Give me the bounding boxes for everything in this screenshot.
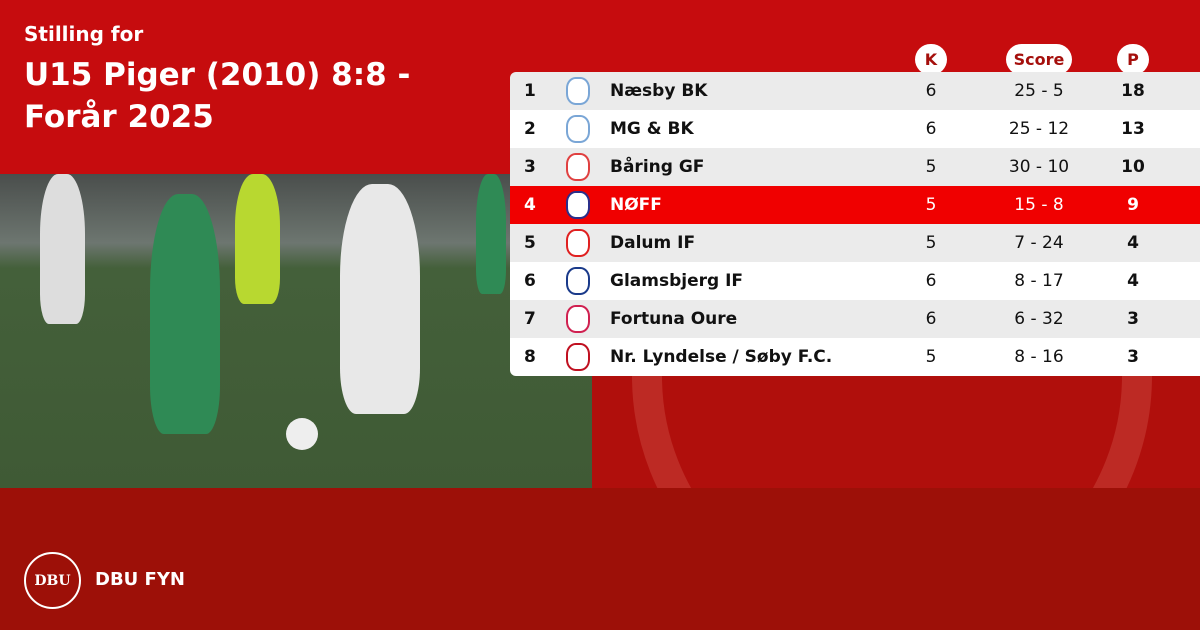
team-logo-icon <box>566 267 590 295</box>
rank: 3 <box>524 157 536 177</box>
team-name: Båring GF <box>610 157 705 177</box>
column-header-p[interactable]: P <box>1117 44 1149 75</box>
table-row[interactable]: 6 Glamsbjerg IF 6 8 - 17 4 <box>510 262 1200 300</box>
subtitle: Stilling for <box>24 22 144 46</box>
matches-played: 6 <box>925 81 937 101</box>
goal-score: 6 - 32 <box>1014 309 1064 329</box>
matches-played: 5 <box>925 157 937 177</box>
goal-score: 15 - 8 <box>1014 195 1064 215</box>
team-name: Glamsbjerg IF <box>610 271 744 291</box>
table-row[interactable]: 2 MG & BK 6 25 - 12 13 <box>510 110 1200 148</box>
table-row[interactable]: 7 Fortuna Oure 6 6 - 32 3 <box>510 300 1200 338</box>
goal-score: 7 - 24 <box>1014 233 1064 253</box>
matches-played: 6 <box>925 309 937 329</box>
goal-score: 25 - 12 <box>1008 119 1070 139</box>
team-name: Næsby BK <box>610 81 708 101</box>
match-photo <box>0 174 592 488</box>
goal-score: 8 - 16 <box>1014 347 1064 367</box>
standings-table: 1 Næsby BK 6 25 - 5 18 2 MG & BK 6 25 - 1… <box>510 72 1200 376</box>
footer-background <box>0 488 1200 630</box>
dbu-seal-logo: DBU <box>24 552 81 609</box>
team-name: Nr. Lyndelse / Søby F.C. <box>610 347 833 367</box>
team-logo-icon <box>566 305 590 333</box>
matches-played: 5 <box>925 195 937 215</box>
matches-played: 5 <box>925 233 937 253</box>
points: 13 <box>1121 119 1145 139</box>
goal-score: 25 - 5 <box>1014 81 1064 101</box>
rank: 4 <box>524 195 536 215</box>
table-row[interactable]: 1 Næsby BK 6 25 - 5 18 <box>510 72 1200 110</box>
team-name: Dalum IF <box>610 233 696 253</box>
column-header-score[interactable]: Score <box>1006 44 1072 75</box>
table-row[interactable]: 5 Dalum IF 5 7 - 24 4 <box>510 224 1200 262</box>
points: 4 <box>1127 271 1139 291</box>
table-row[interactable]: 4 NØFF 5 15 - 8 9 <box>510 186 1200 224</box>
points: 3 <box>1127 347 1139 367</box>
rank: 7 <box>524 309 536 329</box>
table-row[interactable]: 8 Nr. Lyndelse / Søby F.C. 5 8 - 16 3 <box>510 338 1200 376</box>
rank: 1 <box>524 81 536 101</box>
points: 9 <box>1127 195 1139 215</box>
seal-text: DBU <box>34 572 71 589</box>
column-header-k[interactable]: K <box>915 44 947 75</box>
matches-played: 5 <box>925 347 937 367</box>
team-logo-icon <box>566 153 590 181</box>
matches-played: 6 <box>925 271 937 291</box>
points: 3 <box>1127 309 1139 329</box>
team-logo-icon <box>566 115 590 143</box>
team-logo-icon <box>566 343 590 371</box>
goal-score: 30 - 10 <box>1008 157 1070 177</box>
matches-played: 6 <box>925 119 937 139</box>
team-name: NØFF <box>610 195 662 215</box>
points: 18 <box>1121 81 1145 101</box>
team-name: Fortuna Oure <box>610 309 738 329</box>
page-title: U15 Piger (2010) 8:8 - Forår 2025 <box>24 57 411 135</box>
team-logo-icon <box>566 191 590 219</box>
goal-score: 8 - 17 <box>1014 271 1064 291</box>
points: 10 <box>1121 157 1145 177</box>
rank: 5 <box>524 233 536 253</box>
brand-name: DBU FYN <box>95 569 185 590</box>
team-logo-icon <box>566 229 590 257</box>
team-logo-icon <box>566 77 590 105</box>
rank: 2 <box>524 119 536 139</box>
rank: 6 <box>524 271 536 291</box>
points: 4 <box>1127 233 1139 253</box>
rank: 8 <box>524 347 536 367</box>
table-row[interactable]: 3 Båring GF 5 30 - 10 10 <box>510 148 1200 186</box>
watermark-logo <box>592 376 1200 488</box>
team-name: MG & BK <box>610 119 694 139</box>
